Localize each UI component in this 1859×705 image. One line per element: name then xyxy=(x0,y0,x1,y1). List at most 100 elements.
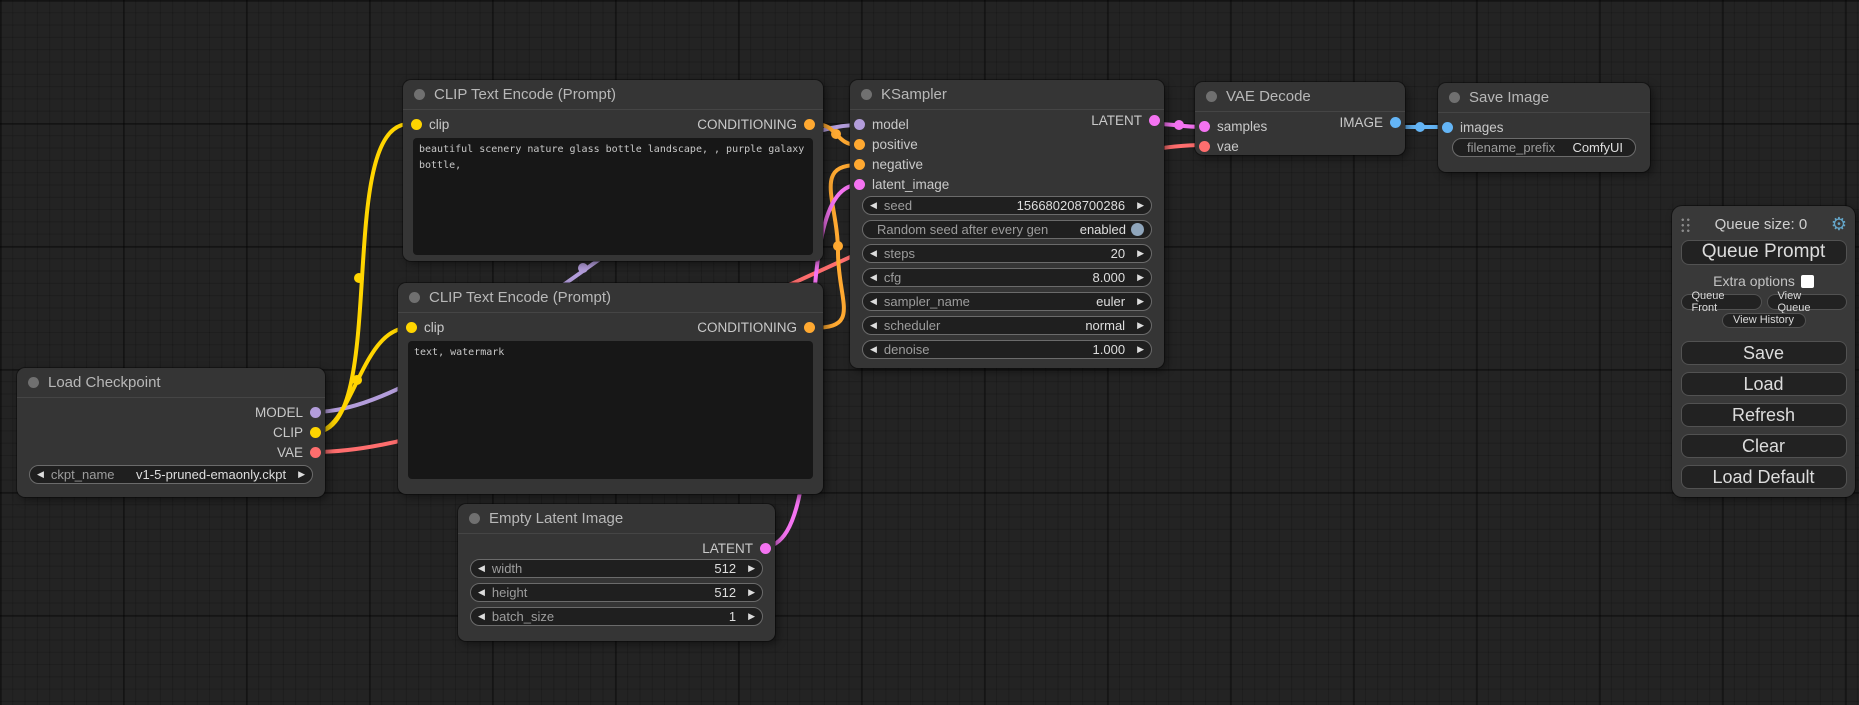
queue-prompt-button[interactable]: Queue Prompt xyxy=(1680,239,1847,265)
input-label: model xyxy=(872,116,909,132)
node-title: CLIP Text Encode (Prompt) xyxy=(434,86,617,103)
scheduler-widget[interactable]: ◀ scheduler normal ▶ xyxy=(862,316,1152,335)
widget-label: sampler_name xyxy=(883,294,970,309)
output-port-image[interactable] xyxy=(1390,116,1401,128)
input-port-images[interactable] xyxy=(1442,121,1453,133)
ckpt-name-widget[interactable]: ◀ ckpt_name v1-5-pruned-emaonly.ckpt ▶ xyxy=(29,465,313,484)
output-port-vae[interactable] xyxy=(310,446,321,458)
input-port-model[interactable] xyxy=(854,118,865,130)
extra-options-checkbox[interactable] xyxy=(1800,274,1814,288)
filename-prefix-widget[interactable]: filename_prefix ComfyUI xyxy=(1452,138,1636,157)
output-port-conditioning[interactable] xyxy=(804,118,815,130)
height-widget[interactable]: ◀ height 512 ▶ xyxy=(470,583,763,602)
input-port-clip[interactable] xyxy=(406,321,417,333)
increment-arrow-icon[interactable]: ▶ xyxy=(748,611,755,621)
cfg-widget[interactable]: ◀ cfg 8.000 ▶ xyxy=(862,268,1152,287)
decrement-arrow-icon[interactable]: ◀ xyxy=(478,611,485,621)
node-ksampler[interactable]: KSampler LATENT model positive negative … xyxy=(850,80,1164,368)
increment-arrow-icon[interactable]: ▶ xyxy=(1137,320,1144,330)
width-widget[interactable]: ◀ width 512 ▶ xyxy=(470,559,763,578)
steps-widget[interactable]: ◀ steps 20 ▶ xyxy=(862,244,1152,263)
increment-arrow-icon[interactable]: ▶ xyxy=(748,563,755,573)
output-label: IMAGE xyxy=(1339,114,1383,130)
increment-arrow-icon[interactable]: ▶ xyxy=(748,587,755,597)
collapse-dot-icon[interactable] xyxy=(409,292,420,303)
node-load-checkpoint[interactable]: Load Checkpoint MODEL CLIP VAE ◀ ckpt_na… xyxy=(17,368,325,497)
random-seed-toggle-widget[interactable]: Random seed after every gen enabled xyxy=(862,220,1152,239)
node-clip-text-encode-positive[interactable]: CLIP Text Encode (Prompt) clip CONDITION… xyxy=(403,80,823,261)
increment-arrow-icon[interactable]: ▶ xyxy=(298,469,305,479)
link-dot xyxy=(354,273,364,283)
increment-arrow-icon[interactable]: ▶ xyxy=(1137,200,1144,210)
output-label: LATENT xyxy=(702,540,753,556)
link-dot xyxy=(352,375,362,385)
load-default-button[interactable]: Load Default xyxy=(1680,465,1847,489)
increment-arrow-icon[interactable]: ▶ xyxy=(1137,248,1144,258)
save-button[interactable]: Save xyxy=(1680,341,1847,365)
decrement-arrow-icon[interactable]: ◀ xyxy=(870,272,877,282)
widget-label: cfg xyxy=(883,270,902,285)
queue-front-button[interactable]: Queue Front xyxy=(1680,290,1762,314)
link-dot xyxy=(831,129,841,139)
toggle-indicator[interactable] xyxy=(1131,223,1144,236)
output-port-model[interactable] xyxy=(310,406,321,418)
node-save-image[interactable]: Save Image images filename_prefix ComfyU… xyxy=(1438,83,1650,172)
input-port-latent-image[interactable] xyxy=(854,178,865,190)
batch-size-widget[interactable]: ◀ batch_size 1 ▶ xyxy=(470,607,763,626)
node-title: Save Image xyxy=(1469,89,1550,106)
collapse-dot-icon[interactable] xyxy=(1449,92,1460,103)
increment-arrow-icon[interactable]: ▶ xyxy=(1137,296,1144,306)
decrement-arrow-icon[interactable]: ◀ xyxy=(478,587,485,597)
input-port-vae[interactable] xyxy=(1199,140,1210,152)
seed-widget[interactable]: ◀ seed 156680208700286 ▶ xyxy=(862,196,1152,215)
prompt-textarea[interactable]: text, watermark xyxy=(408,341,813,479)
node-title-bar: VAE Decode xyxy=(1195,82,1405,112)
decrement-arrow-icon[interactable]: ◀ xyxy=(870,296,877,306)
collapse-dot-icon[interactable] xyxy=(28,377,39,388)
decrement-arrow-icon[interactable]: ◀ xyxy=(870,200,877,210)
collapse-dot-icon[interactable] xyxy=(469,513,480,524)
widget-value: 20 xyxy=(1110,246,1126,261)
view-queue-button[interactable]: View Queue xyxy=(1766,290,1847,314)
decrement-arrow-icon[interactable]: ◀ xyxy=(870,248,877,258)
input-port-positive[interactable] xyxy=(854,138,865,150)
link-dot xyxy=(833,241,843,251)
node-title: KSampler xyxy=(881,86,947,103)
node-clip-text-encode-negative[interactable]: CLIP Text Encode (Prompt) clip CONDITION… xyxy=(398,283,823,494)
view-history-button[interactable]: View History xyxy=(1721,312,1806,328)
output-port-latent[interactable] xyxy=(760,542,771,554)
collapse-dot-icon[interactable] xyxy=(1206,91,1217,102)
refresh-button[interactable]: Refresh xyxy=(1680,403,1847,427)
decrement-arrow-icon[interactable]: ◀ xyxy=(870,320,877,330)
output-port-clip[interactable] xyxy=(310,426,321,438)
widget-label: width xyxy=(491,561,523,576)
decrement-arrow-icon[interactable]: ◀ xyxy=(478,563,485,573)
sampler-name-widget[interactable]: ◀ sampler_name euler ▶ xyxy=(862,292,1152,311)
widget-label: height xyxy=(491,585,528,600)
drag-handle-icon[interactable] xyxy=(1680,216,1691,232)
collapse-dot-icon[interactable] xyxy=(861,89,872,100)
collapse-dot-icon[interactable] xyxy=(414,89,425,100)
node-vae-decode[interactable]: VAE Decode IMAGE samples vae xyxy=(1195,82,1405,155)
output-port-conditioning[interactable] xyxy=(804,321,815,333)
increment-arrow-icon[interactable]: ▶ xyxy=(1137,272,1144,282)
input-label: negative xyxy=(872,156,924,172)
decrement-arrow-icon[interactable]: ◀ xyxy=(37,469,44,479)
input-port-clip[interactable] xyxy=(411,118,422,130)
widget-value: ComfyUI xyxy=(1572,140,1623,155)
node-empty-latent-image[interactable]: Empty Latent Image LATENT ◀ width 512 ▶ … xyxy=(458,504,775,641)
load-button[interactable]: Load xyxy=(1680,372,1847,396)
output-label: LATENT xyxy=(1091,112,1142,128)
input-port-samples[interactable] xyxy=(1199,120,1210,132)
increment-arrow-icon[interactable]: ▶ xyxy=(1137,344,1144,354)
denoise-widget[interactable]: ◀ denoise 1.000 ▶ xyxy=(862,340,1152,359)
widget-value: enabled xyxy=(1079,222,1126,237)
widget-label: batch_size xyxy=(491,609,555,624)
gear-icon[interactable]: ⚙ xyxy=(1830,214,1847,235)
input-port-negative[interactable] xyxy=(854,158,865,170)
clear-button[interactable]: Clear xyxy=(1680,434,1847,458)
decrement-arrow-icon[interactable]: ◀ xyxy=(870,344,877,354)
output-port-latent[interactable] xyxy=(1149,114,1160,126)
prompt-textarea[interactable]: beautiful scenery nature glass bottle la… xyxy=(413,138,813,255)
